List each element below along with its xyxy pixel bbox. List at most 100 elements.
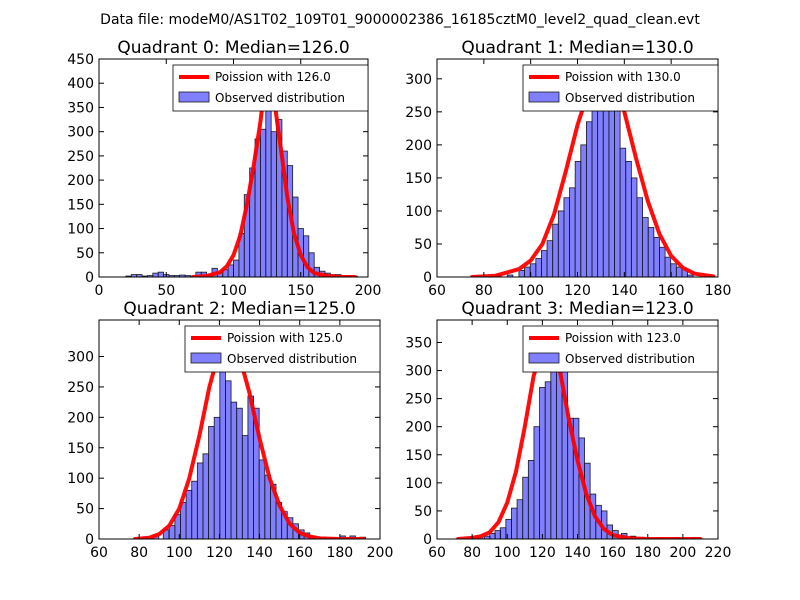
y-tick-label: 150 bbox=[67, 197, 94, 213]
histogram-bar bbox=[191, 480, 198, 539]
x-tick-label: 140 bbox=[564, 545, 591, 561]
histogram-bar bbox=[557, 210, 565, 277]
y-tick-label: 50 bbox=[76, 502, 94, 518]
histogram-bar bbox=[608, 91, 615, 277]
x-tick-label: 80 bbox=[475, 283, 493, 299]
y-tick-label: 250 bbox=[405, 392, 432, 408]
legend-label-poisson: Poission with 126.0 bbox=[215, 70, 331, 84]
histogram-bar bbox=[303, 235, 310, 277]
histogram-bar bbox=[659, 246, 666, 277]
histogram-bar bbox=[499, 527, 507, 539]
subplot-quadrant-2: 60 80 100 120 140 160 180 200 0 50 100 150 200 250 300… bbox=[67, 299, 393, 561]
x-tick-label: 80 bbox=[130, 545, 148, 561]
y-tick-label: 250 bbox=[67, 149, 94, 165]
histogram-bar bbox=[230, 401, 238, 539]
legend-label-observed: Observed distribution bbox=[565, 91, 695, 105]
x-tick-label: 180 bbox=[326, 545, 353, 561]
y-tick-label: 200 bbox=[67, 173, 94, 189]
subplot-title: Quadrant 2: Median=125.0 bbox=[123, 299, 355, 319]
legend: Poission with 130.0 Observed distribution bbox=[522, 64, 719, 112]
legend-label-observed: Observed distribution bbox=[227, 352, 357, 366]
subplot-quadrant-3: 60 80 100 120 140 160 180 200 220 0 50 100 150 200 250… bbox=[405, 299, 731, 561]
subplot-title: Quadrant 1: Median=130.0 bbox=[461, 38, 693, 58]
y-tick-label: 150 bbox=[405, 171, 432, 187]
histogram-bar bbox=[563, 197, 570, 277]
x-tick-label: 50 bbox=[157, 283, 175, 299]
legend-label-poisson: Poission with 125.0 bbox=[227, 331, 343, 345]
histogram-bar bbox=[585, 121, 593, 277]
histogram-bar bbox=[591, 108, 599, 277]
legend-label-observed: Observed distribution bbox=[565, 352, 695, 366]
y-tick-label: 300 bbox=[405, 364, 432, 380]
histogram-bar bbox=[597, 94, 604, 277]
histogram-bar bbox=[518, 269, 525, 277]
y-tick-label: 100 bbox=[67, 471, 94, 487]
histogram-bar bbox=[630, 177, 638, 277]
y-tick-label: 100 bbox=[405, 476, 432, 492]
y-tick-label: 0 bbox=[423, 270, 432, 286]
histogram-bar bbox=[227, 264, 234, 277]
legend-box bbox=[184, 325, 381, 373]
y-tick-label: 50 bbox=[414, 504, 432, 520]
figure-suptitle: Data file: modeM0/AS1T02_109T01_90000023… bbox=[100, 12, 700, 28]
x-tick-label: 0 bbox=[95, 283, 104, 299]
histogram-bar bbox=[539, 386, 546, 539]
x-tick-label: 160 bbox=[286, 545, 313, 561]
legend-box bbox=[522, 325, 719, 373]
histogram-bar bbox=[541, 250, 548, 277]
x-tick-label: 100 bbox=[494, 545, 521, 561]
histogram-bar bbox=[258, 459, 266, 539]
histogram-bar bbox=[619, 147, 627, 277]
x-tick-label: 100 bbox=[517, 283, 544, 299]
y-tick-label: 200 bbox=[67, 410, 94, 426]
plot-area bbox=[125, 66, 358, 277]
histogram-bar bbox=[687, 274, 694, 277]
y-tick-label: 200 bbox=[405, 420, 432, 436]
legend: Poission with 126.0 Observed distribution bbox=[172, 64, 369, 112]
legend-bar-swatch bbox=[178, 91, 210, 103]
legend: Poission with 125.0 Observed distribution bbox=[184, 325, 381, 373]
x-tick-label: 180 bbox=[634, 545, 661, 561]
x-tick-label: 200 bbox=[355, 283, 382, 299]
subplot-title: Quadrant 3: Median=123.0 bbox=[461, 299, 693, 319]
histogram-bar bbox=[506, 274, 514, 277]
histogram-bar bbox=[569, 187, 576, 277]
y-tick-label: 100 bbox=[405, 204, 432, 220]
legend-label-poisson: Poission with 130.0 bbox=[565, 70, 681, 84]
x-tick-label: 100 bbox=[166, 545, 193, 561]
histogram-bar bbox=[241, 435, 249, 539]
histogram-bar bbox=[544, 381, 552, 539]
x-tick-label: 200 bbox=[367, 545, 394, 561]
histogram-bar bbox=[552, 223, 559, 277]
histogram-bar bbox=[505, 518, 512, 539]
plot-area bbox=[133, 337, 366, 539]
y-tick-label: 50 bbox=[414, 237, 432, 253]
legend: Poission with 123.0 Observed distribution bbox=[522, 325, 719, 373]
histogram-bar bbox=[489, 532, 496, 539]
legend-box bbox=[522, 64, 719, 112]
histogram-bar bbox=[259, 128, 267, 277]
histogram-bar bbox=[664, 256, 672, 277]
legend-bar-swatch bbox=[528, 91, 560, 103]
histogram-bar bbox=[516, 499, 524, 539]
histogram-bar bbox=[511, 507, 518, 539]
x-tick-label: 220 bbox=[705, 545, 732, 561]
histogram-bar bbox=[213, 416, 221, 539]
axes-frame bbox=[98, 319, 381, 540]
histogram-bar bbox=[546, 240, 554, 277]
legend-box bbox=[172, 64, 369, 112]
y-tick-label: 450 bbox=[67, 52, 94, 68]
x-tick-label: 200 bbox=[670, 545, 697, 561]
y-tick-label: 300 bbox=[405, 72, 432, 88]
y-tick-label: 0 bbox=[85, 270, 94, 286]
y-tick-label: 250 bbox=[405, 105, 432, 121]
y-tick-label: 100 bbox=[67, 222, 94, 238]
histogram-bar bbox=[202, 453, 209, 539]
x-tick-label: 140 bbox=[611, 283, 638, 299]
y-tick-label: 200 bbox=[405, 138, 432, 154]
y-tick-label: 0 bbox=[423, 532, 432, 548]
histogram-bar bbox=[265, 94, 272, 277]
y-tick-label: 400 bbox=[67, 76, 94, 92]
histogram-bar bbox=[527, 459, 535, 539]
